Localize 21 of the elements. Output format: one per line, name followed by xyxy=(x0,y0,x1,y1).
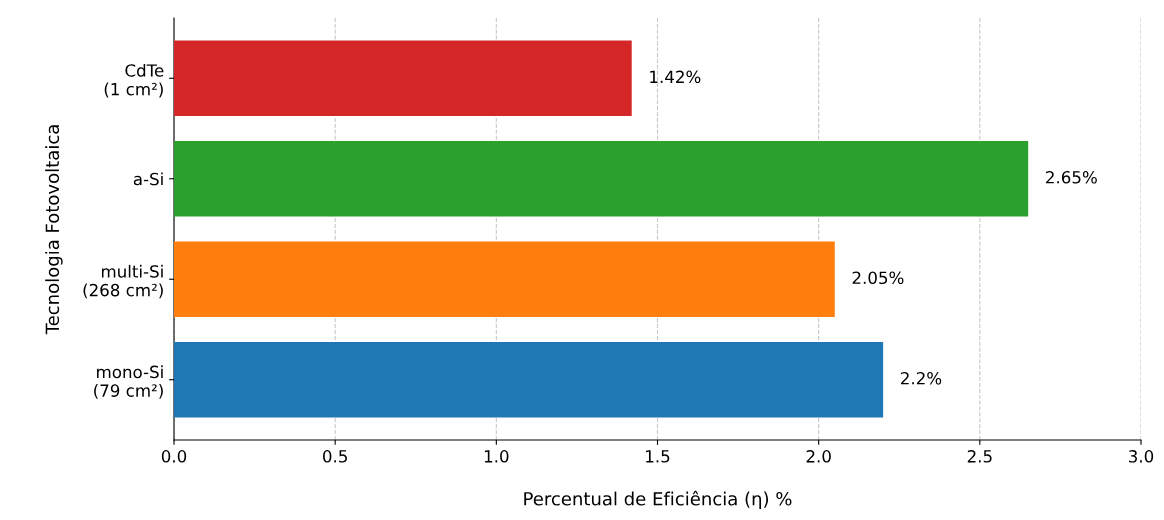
y-tick-label: CdTe (1 cm²) xyxy=(104,63,164,98)
x-tick-label: 2.0 xyxy=(806,450,831,463)
x-tick-label: 3.0 xyxy=(1129,450,1154,463)
data-label: 2.05% xyxy=(852,271,904,285)
bar xyxy=(174,40,632,116)
x-axis-title: Percentual de Eficiência (η) % xyxy=(524,490,792,510)
x-tick-label: 2.5 xyxy=(967,450,992,463)
x-tick-label: 0.0 xyxy=(161,450,187,463)
data-label: 2.65% xyxy=(1046,170,1097,184)
x-tick-label: 1.0 xyxy=(484,450,509,463)
y-tick-label: multi-Si (268 cm²) xyxy=(83,264,163,299)
data-label: 1.42% xyxy=(650,70,701,84)
y-tick-label: a-Si xyxy=(133,172,163,186)
bar xyxy=(174,342,884,418)
data-label: 2.2% xyxy=(901,371,942,385)
bar xyxy=(174,241,835,317)
y-tick-label: mono-Si (79 cm²) xyxy=(94,365,163,399)
x-tick-label: 0.5 xyxy=(323,450,347,463)
y-axis-title: Tecnologia Fotovoltaica xyxy=(45,125,63,335)
bar xyxy=(174,141,1029,217)
x-tick-label: 1.5 xyxy=(646,450,670,463)
